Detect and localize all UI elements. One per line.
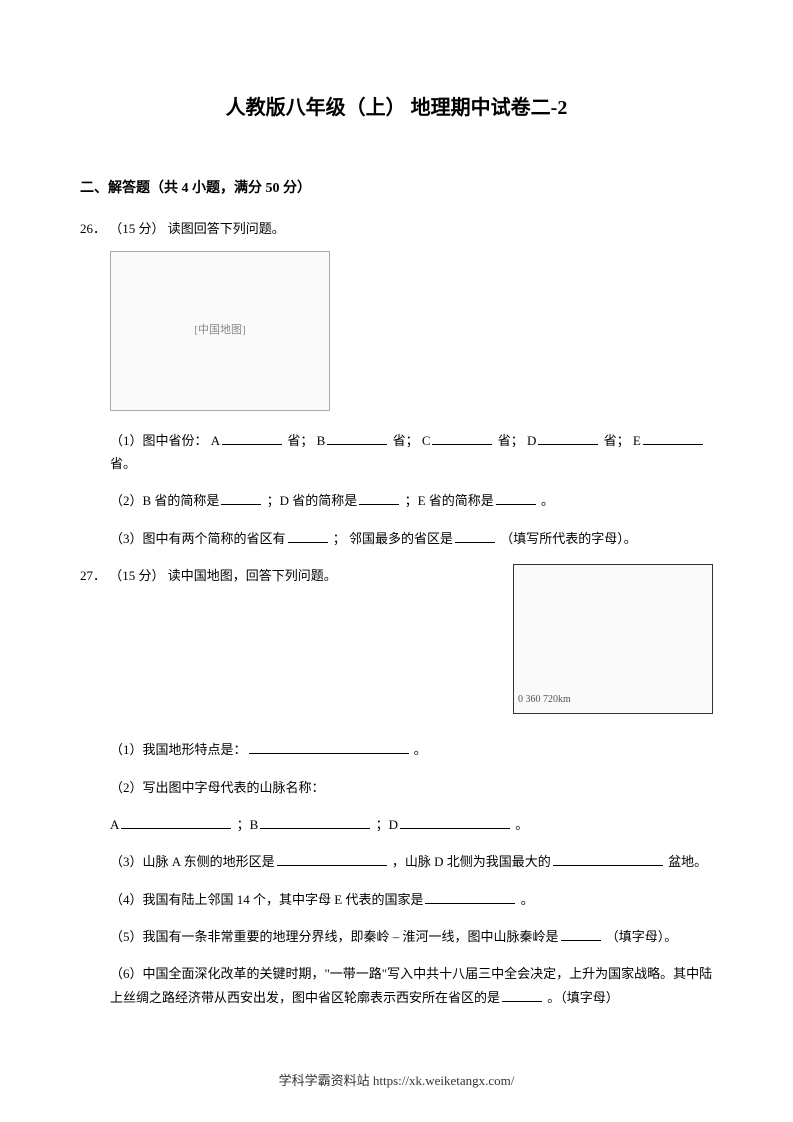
section-heading: 二、解答题（共 4 小题，满分 50 分） <box>80 176 713 201</box>
q26-sub1-d: 省； D <box>498 433 537 448</box>
q27-sub2-t1: （2）写出图中字母代表的山脉名称： <box>110 780 325 795</box>
blank <box>553 852 663 866</box>
blank <box>561 927 601 941</box>
q26-sub1-prefix: （1）图中省份： A <box>110 433 220 448</box>
q27-sub1-t2: 。 <box>414 742 427 757</box>
blank <box>288 528 328 542</box>
blank <box>221 491 261 505</box>
blank <box>260 815 370 829</box>
blank <box>121 815 231 829</box>
q27-sub5-t1: （5）我国有一条非常重要的地理分界线，即秦岭 – 淮河一线，图中山脉秦岭是 <box>110 929 559 944</box>
q27-number: 27． <box>80 568 106 583</box>
q26-sub2-t2: ；D 省的简称是 <box>267 493 358 508</box>
blank <box>538 430 598 444</box>
q27-sub2b-d: ；D <box>376 817 398 832</box>
q26-text: 读图回答下列问题。 <box>168 221 285 236</box>
q26-sub1-c: 省； C <box>393 433 431 448</box>
q27-sub2b-end: 。 <box>515 817 528 832</box>
q27-sub4: （4）我国有陆上邻国 14 个，其中字母 E 代表的国家是 。 <box>110 888 713 911</box>
q27-sub3-t3: 盆地。 <box>668 854 707 869</box>
q27-sub6-t1: （6）中国全面深化改革的关键时期，"一带一路"写入中共十八届三中全会决定，上升为… <box>110 966 712 1004</box>
q27-sub1-t1: （1）我国地形特点是： <box>110 742 247 757</box>
q26-sub1-b: 省； B <box>287 433 325 448</box>
blank <box>222 430 282 444</box>
q27-sub5: （5）我国有一条非常重要的地理分界线，即秦岭 – 淮河一线，图中山脉秦岭是 （填… <box>110 925 713 948</box>
q27-sub5-t2: （填字母）。 <box>606 929 678 944</box>
blank <box>455 528 495 542</box>
china-map-placeholder: [中国地图] <box>110 251 330 411</box>
page-footer: 学科学霸资料站 https://xk.weiketangx.com/ <box>0 1069 793 1092</box>
question-27: 27． （15 分） 读中国地图，回答下列问题。 0 360 720km （1）… <box>80 564 713 1009</box>
blank <box>643 430 703 444</box>
q26-points: （15 分） <box>109 221 164 236</box>
q26-stem: 26． （15 分） 读图回答下列问题。 <box>80 217 713 240</box>
q26-number: 26． <box>80 221 106 236</box>
q27-sub6: （6）中国全面深化改革的关键时期，"一带一路"写入中共十八届三中全会决定，上升为… <box>110 962 713 1009</box>
q26-sub3-t3: （填写所代表的字母）。 <box>500 531 637 546</box>
blank <box>327 430 387 444</box>
q27-header-row: 27． （15 分） 读中国地图，回答下列问题。 0 360 720km <box>80 564 713 724</box>
q27-sub4-t2: 。 <box>521 892 534 907</box>
blank <box>277 852 387 866</box>
map-scale-text: 0 360 720km <box>518 691 571 709</box>
blank <box>502 988 542 1002</box>
q26-sub2-t4: 。 <box>541 493 554 508</box>
q27-sub4-t1: （4）我国有陆上邻国 14 个，其中字母 E 代表的国家是 <box>110 892 423 907</box>
blank <box>432 430 492 444</box>
q26-sub2: （2）B 省的简称是 ；D 省的简称是 ；E 省的简称是 。 <box>110 489 713 512</box>
q26-map-container: [中国地图] <box>110 251 713 411</box>
q26-sub1-e: 省； E <box>604 433 641 448</box>
blank <box>249 740 409 754</box>
blank <box>496 491 536 505</box>
q26-sub1: （1）图中省份： A 省； B 省； C 省； D 省； E 省。 <box>110 429 713 476</box>
q27-points: （15 分） <box>109 568 164 583</box>
q27-sub3-t2: ，山脉 D 北侧为我国最大的 <box>392 854 551 869</box>
q26-sub1-end: 省。 <box>110 456 136 471</box>
q27-text: 读中国地图，回答下列问题。 <box>168 568 337 583</box>
q27-sub2b: A ；B ；D 。 <box>110 813 713 836</box>
q27-sub6-t2: 。（填字母） <box>547 990 619 1005</box>
q27-sub2b-b: ；B <box>237 817 259 832</box>
q27-sub3: （3）山脉 A 东侧的地形区是 ，山脉 D 北侧为我国最大的 盆地。 <box>110 850 713 873</box>
q27-sub2: （2）写出图中字母代表的山脉名称： <box>110 776 713 799</box>
q26-sub2-t3: ；E 省的简称是 <box>405 493 494 508</box>
q27-sub3-t1: （3）山脉 A 东侧的地形区是 <box>110 854 275 869</box>
q27-sub1: （1）我国地形特点是： 。 <box>110 738 713 761</box>
blank <box>425 889 515 903</box>
q26-sub2-t1: （2）B 省的简称是 <box>110 493 219 508</box>
blank <box>400 815 510 829</box>
q27-sub2b-a: A <box>110 817 119 832</box>
q26-sub3-t2: ； 邻国最多的省区是 <box>333 531 453 546</box>
page-title: 人教版八年级（上） 地理期中试卷二-2 <box>80 90 713 126</box>
china-map-27-placeholder: 0 360 720km <box>513 564 713 714</box>
q26-sub3: （3）图中有两个简称的省区有 ； 邻国最多的省区是 （填写所代表的字母）。 <box>110 527 713 550</box>
blank <box>359 491 399 505</box>
q26-sub3-t1: （3）图中有两个简称的省区有 <box>110 531 286 546</box>
question-26: 26． （15 分） 读图回答下列问题。 [中国地图] （1）图中省份： A 省… <box>80 217 713 550</box>
